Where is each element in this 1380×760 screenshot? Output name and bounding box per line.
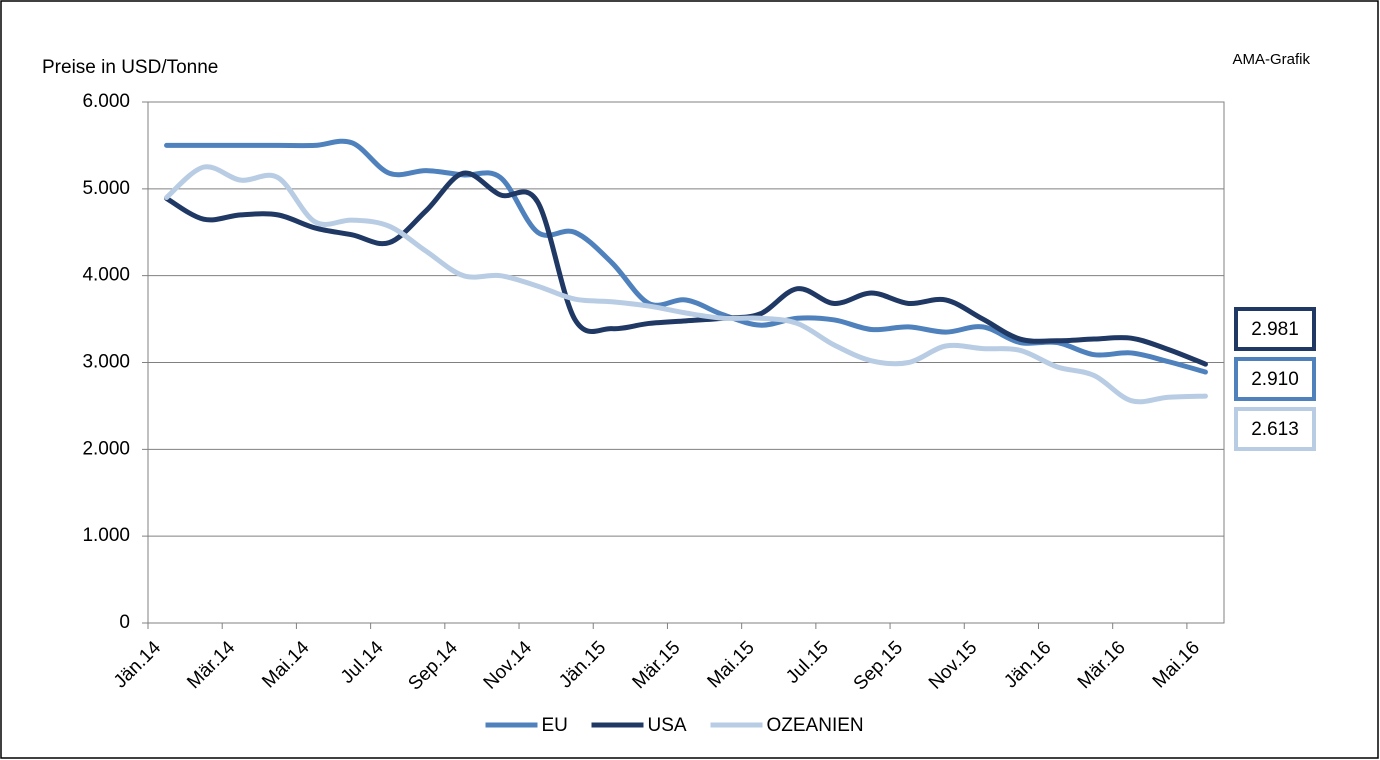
end-label: 2.981 [1234, 307, 1316, 351]
end-label-text: 2.613 [1251, 419, 1299, 440]
legend-label: OZEANIEN [767, 715, 864, 736]
legend-label: USA [648, 715, 687, 736]
y-tick-label: 1.000 [82, 525, 130, 546]
axis-title: Preise in USD/Tonne [42, 57, 218, 78]
y-tick-label: 2.000 [82, 438, 130, 459]
y-tick-label: 5.000 [82, 178, 130, 199]
y-tick-label: 4.000 [82, 265, 130, 286]
end-label-box [1234, 407, 1316, 451]
series-line [164, 164, 1208, 405]
legend-label: EU [542, 715, 568, 736]
y-tick-label: 6.000 [82, 91, 130, 112]
end-label: 2.910 [1234, 357, 1316, 401]
y-tick-label: 0 [119, 612, 130, 633]
end-label-box [1234, 357, 1316, 401]
series-line [164, 170, 1208, 367]
series-line [164, 138, 1208, 375]
end-label-text: 2.910 [1251, 369, 1299, 390]
end-label-text: 2.981 [1251, 319, 1299, 340]
end-label: 2.613 [1234, 407, 1316, 451]
end-label-box [1234, 307, 1316, 351]
source: AMA-Grafik [1232, 51, 1310, 68]
y-tick-label: 3.000 [82, 352, 130, 373]
